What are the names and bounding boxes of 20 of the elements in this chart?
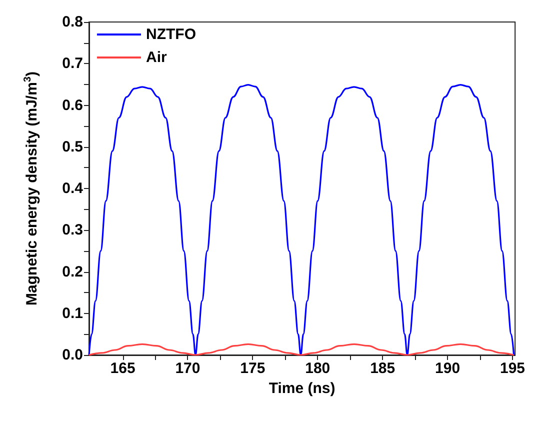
- x-tick-label: 170: [175, 360, 200, 377]
- y-axis-title: Magnetic energy density (mJ/m3): [22, 72, 40, 306]
- x-axis-title: Time (ns): [268, 380, 336, 397]
- x-tick-label: 165: [110, 360, 136, 377]
- y-tick-label: 0.2: [62, 263, 83, 280]
- x-tick-label: 175: [240, 360, 266, 377]
- y-tick-label: 0.7: [62, 55, 83, 72]
- x-tick-label: 185: [370, 360, 396, 377]
- y-tick-label: 0.5: [62, 138, 83, 156]
- x-tick-label: 195: [500, 360, 525, 377]
- y-tick-label: 0.4: [62, 180, 84, 197]
- y-tick-label: 0.8: [62, 14, 83, 30]
- y-tick-label: 0.6: [62, 96, 83, 114]
- legend-label: Air: [146, 49, 167, 66]
- y-tick-label: 0.0: [62, 346, 83, 364]
- y-tick-label: 0.1: [62, 304, 83, 322]
- y-tick-label: 0.3: [62, 222, 83, 239]
- legend-label: NZTFO: [146, 26, 196, 43]
- x-tick-label: 190: [435, 360, 460, 377]
- x-tick-label: 180: [305, 360, 330, 377]
